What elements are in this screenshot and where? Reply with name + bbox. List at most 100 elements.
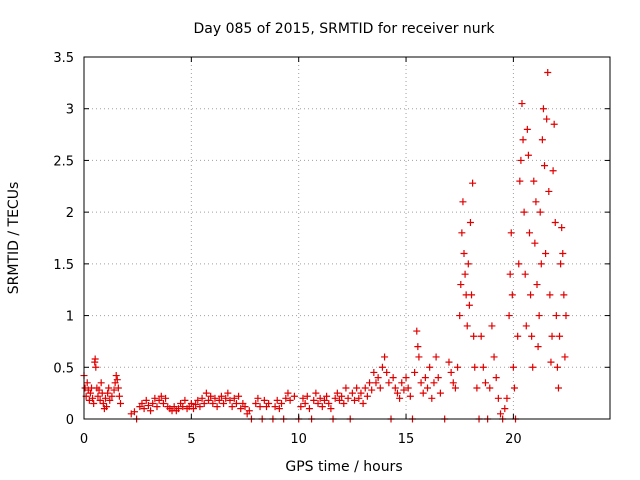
data-point [411,368,419,376]
data-point [189,405,197,413]
data-point [456,312,464,320]
y-axis-label: SRMTID / TECUs [6,182,22,295]
data-point [314,399,322,407]
data-point [550,120,558,128]
data-point [116,399,124,407]
data-point [170,403,178,411]
data-point [224,389,232,397]
data-point [97,379,105,387]
data-point [342,384,350,392]
y-tick-label: 0 [66,413,74,428]
data-point [338,392,346,400]
data-point [192,401,200,409]
data-point [260,396,268,404]
data-point [426,363,434,371]
data-point [492,374,500,382]
data-point [393,389,401,397]
data-point [531,239,539,247]
x-tick-label: 5 [187,432,195,447]
data-point [130,408,138,416]
data-point [562,312,570,320]
data-point [417,379,425,387]
data-point [466,218,474,226]
data-point [451,384,459,392]
data-point [333,389,341,397]
data-point [542,250,550,258]
data-point [383,368,391,376]
data-point [142,396,150,404]
data-point [252,399,260,407]
data-point [515,260,523,268]
data-point [144,402,152,410]
data-point [310,396,318,404]
chart-title: Day 085 of 2015, SRMTID for receiver nur… [193,21,495,37]
points-layer [80,69,570,423]
data-point [557,260,565,268]
data-point [461,270,469,278]
data-point [536,208,544,216]
data-point [530,177,538,185]
data-point [396,394,404,402]
data-point [516,177,524,185]
data-point [523,125,531,133]
data-point [104,389,112,397]
data-point [560,291,568,299]
data-point [459,198,467,206]
data-point [162,394,170,402]
data-point [83,379,91,387]
data-point [96,396,104,404]
data-point [464,260,472,268]
data-point [205,396,213,404]
y-tick-label: 1 [66,310,74,325]
data-point [519,136,527,144]
data-point [389,374,397,382]
data-point [113,376,121,384]
data-point [265,399,273,407]
data-point [355,394,363,402]
data-point [385,379,393,387]
ticks-layer: 0 5 10 15 20 0 0.5 1 1.5 2 2.5 3 3.5 [53,51,610,447]
data-point [179,403,187,411]
data-point [391,384,399,392]
data-point [325,399,333,407]
data-point [374,374,382,382]
y-tick-label: 2 [66,206,74,221]
data-point [508,291,516,299]
data-point [297,403,305,411]
data-point [525,229,533,237]
data-point [89,394,97,402]
data-point [543,115,551,123]
data-point [301,399,309,407]
y-tick-label: 3.5 [53,51,74,66]
data-point [200,399,208,407]
data-point [105,384,113,392]
y-tick-label: 0.5 [53,361,74,376]
data-point [278,399,286,407]
data-point [228,403,236,411]
data-point [501,405,509,413]
data-point [320,396,328,404]
data-point [202,389,210,397]
data-point [558,224,566,232]
data-point [546,291,554,299]
data-point [151,394,159,402]
data-point [99,399,107,407]
data-point [503,394,511,402]
data-point [159,399,167,407]
y-tick-label: 3 [66,103,74,118]
data-point [149,399,157,407]
data-point [340,399,348,407]
data-point [533,281,541,289]
data-point [428,394,436,402]
data-point [553,363,561,371]
data-point [348,389,356,397]
data-point [535,312,543,320]
data-point [237,405,245,413]
data-point [544,69,552,77]
data-point [323,392,331,400]
data-point [477,332,485,340]
data-point [207,392,215,400]
data-point [414,343,422,351]
data-point [217,392,225,400]
data-point [222,394,230,402]
